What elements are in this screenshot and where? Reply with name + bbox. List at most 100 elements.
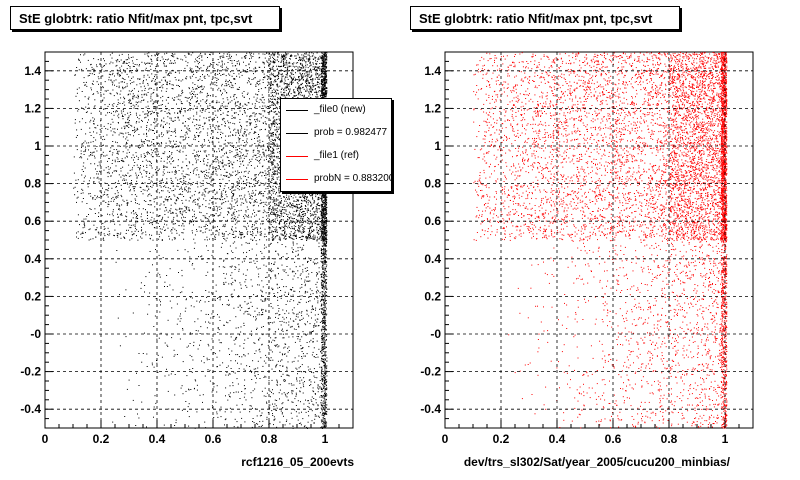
data-point: [117, 196, 119, 198]
data-point: [183, 238, 185, 240]
data-point: [258, 113, 260, 115]
data-point: [278, 190, 280, 192]
data-point: [190, 77, 192, 79]
data-point: [251, 158, 253, 160]
data-point: [258, 193, 259, 195]
data-point: [147, 83, 149, 84]
data-point: [150, 113, 152, 115]
data-point: [138, 203, 140, 205]
data-point: [312, 79, 314, 81]
data-point: [236, 222, 238, 224]
data-point: [269, 221, 271, 223]
data-point: [229, 74, 231, 76]
data-point: [181, 107, 182, 109]
data-point: [143, 80, 144, 82]
data-point: [314, 192, 315, 194]
data-point: [293, 227, 295, 229]
data-point: [94, 155, 95, 157]
data-point: [237, 137, 239, 139]
data-point: [319, 63, 321, 64]
data-point: [81, 143, 83, 145]
data-point: [99, 170, 101, 172]
data-point: [198, 87, 199, 88]
data-point: [255, 93, 257, 95]
data-point: [262, 216, 264, 218]
data-point: [118, 204, 120, 206]
data-point: [172, 212, 174, 214]
data-point: [204, 151, 206, 153]
data-point: [275, 133, 276, 135]
data-point: [134, 64, 136, 65]
data-point: [223, 106, 225, 108]
data-point: [233, 147, 234, 148]
data-point: [280, 206, 282, 208]
data-point: [232, 85, 234, 87]
data-point: [191, 143, 193, 145]
data-point: [319, 68, 321, 70]
data-point: [174, 143, 175, 145]
data-point: [98, 197, 100, 198]
data-point: [277, 99, 279, 101]
data-point: [272, 201, 274, 203]
data-point: [86, 216, 88, 217]
data-point: [316, 91, 318, 93]
data-point: [158, 145, 160, 147]
data-point: [185, 183, 187, 185]
data-point: [274, 199, 276, 201]
data-point: [239, 110, 241, 112]
data-point: [317, 204, 318, 206]
data-point: [297, 229, 299, 231]
data-point: [134, 105, 136, 107]
data-point: [310, 221, 312, 223]
data-point: [306, 71, 308, 72]
data-point: [197, 61, 199, 63]
data-point: [81, 174, 83, 176]
data-point: [125, 59, 127, 61]
data-point: [101, 153, 103, 155]
data-point: [112, 62, 114, 64]
data-point: [316, 68, 318, 70]
data-point: [297, 94, 299, 96]
data-point: [249, 98, 250, 100]
data-point: [289, 90, 291, 92]
data-point: [231, 186, 233, 188]
data-point: [199, 86, 201, 88]
data-point: [233, 156, 235, 158]
data-point: [154, 151, 156, 153]
data-point: [136, 229, 138, 231]
data-point: [305, 195, 306, 197]
data-point: [203, 139, 205, 140]
data-point: [116, 92, 118, 94]
data-point: [292, 235, 294, 237]
data-point: [96, 132, 98, 134]
data-point: [128, 121, 130, 123]
data-point: [184, 67, 186, 69]
data-point: [226, 156, 228, 158]
data-point: [302, 73, 303, 75]
data-point: [155, 107, 157, 109]
data-point: [263, 122, 264, 124]
data-point: [135, 172, 137, 174]
data-point: [265, 123, 267, 125]
data-point: [247, 108, 249, 110]
data-point: [170, 198, 172, 200]
data-point: [222, 148, 224, 150]
data-point: [227, 157, 229, 159]
data-point: [179, 111, 181, 113]
data-point: [114, 75, 115, 77]
data-point: [196, 111, 198, 113]
data-point: [302, 87, 304, 89]
data-point: [77, 179, 79, 181]
data-point: [278, 186, 280, 188]
data-point: [279, 227, 281, 229]
data-point: [188, 182, 190, 184]
data-point: [149, 87, 151, 89]
data-point: [312, 230, 314, 232]
data-point: [129, 239, 131, 241]
data-point: [272, 177, 274, 179]
data-point: [97, 176, 99, 178]
data-point: [145, 234, 147, 236]
data-point: [163, 134, 164, 136]
data-point: [107, 105, 109, 107]
data-point: [223, 101, 225, 103]
